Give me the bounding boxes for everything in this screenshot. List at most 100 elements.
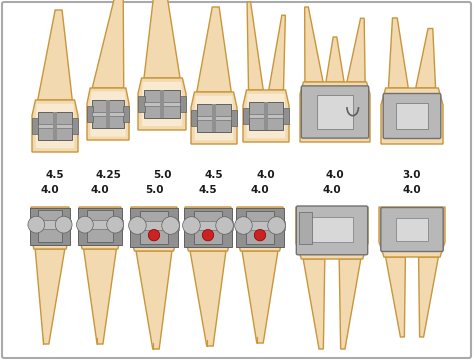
Bar	[78, 208, 122, 245]
Polygon shape	[416, 28, 436, 88]
Bar	[180, 96, 186, 112]
Bar	[38, 112, 72, 140]
FancyBboxPatch shape	[2, 2, 471, 358]
Polygon shape	[197, 7, 231, 92]
Bar	[184, 208, 232, 247]
Bar	[130, 208, 178, 247]
Polygon shape	[246, 94, 285, 138]
Polygon shape	[347, 18, 365, 82]
Polygon shape	[87, 88, 129, 140]
Polygon shape	[92, 0, 124, 88]
Polygon shape	[304, 86, 366, 138]
Bar	[38, 124, 72, 128]
Text: 4.0: 4.0	[41, 185, 59, 195]
Bar	[38, 210, 62, 242]
Polygon shape	[131, 207, 177, 251]
Bar	[231, 110, 237, 126]
Bar	[107, 100, 109, 128]
Bar	[197, 104, 231, 132]
Text: 4.25: 4.25	[95, 170, 121, 180]
Text: 3.0: 3.0	[403, 170, 421, 180]
Bar	[53, 112, 57, 140]
Bar	[185, 221, 233, 230]
Polygon shape	[79, 207, 121, 249]
Bar	[396, 103, 428, 129]
Polygon shape	[82, 210, 118, 246]
Circle shape	[162, 217, 179, 234]
Text: 4.0: 4.0	[91, 185, 109, 195]
Bar	[317, 95, 353, 129]
Bar	[264, 102, 268, 130]
Bar	[396, 218, 428, 240]
Bar	[299, 212, 312, 244]
Text: 4.0: 4.0	[257, 170, 275, 180]
Bar	[92, 100, 124, 128]
Circle shape	[202, 229, 214, 241]
Polygon shape	[34, 210, 66, 246]
Text: 4.0: 4.0	[326, 170, 344, 180]
Polygon shape	[384, 212, 440, 252]
Text: 4.0: 4.0	[323, 185, 341, 195]
Bar	[138, 96, 145, 112]
Polygon shape	[300, 82, 370, 142]
FancyBboxPatch shape	[383, 94, 441, 139]
Bar	[144, 90, 180, 118]
Bar	[160, 90, 164, 118]
Polygon shape	[185, 207, 231, 251]
Polygon shape	[38, 10, 72, 100]
Polygon shape	[326, 37, 344, 82]
FancyBboxPatch shape	[381, 207, 443, 252]
Bar	[283, 108, 289, 124]
Polygon shape	[36, 104, 74, 148]
Bar	[236, 208, 284, 247]
Polygon shape	[242, 251, 278, 343]
Bar	[249, 114, 283, 118]
Polygon shape	[190, 251, 226, 346]
Polygon shape	[381, 88, 443, 144]
Text: 5.0: 5.0	[153, 170, 171, 180]
Bar	[123, 106, 129, 122]
Circle shape	[55, 216, 72, 233]
Polygon shape	[296, 207, 368, 259]
Bar	[246, 211, 274, 243]
Bar	[249, 102, 283, 130]
Bar	[131, 221, 179, 230]
Polygon shape	[191, 92, 237, 144]
Circle shape	[76, 216, 93, 233]
Circle shape	[235, 217, 252, 234]
Bar	[72, 118, 78, 134]
Polygon shape	[83, 249, 117, 344]
Polygon shape	[339, 259, 361, 349]
Bar	[79, 220, 123, 229]
Circle shape	[107, 216, 124, 233]
Text: 4.5: 4.5	[205, 170, 223, 180]
Polygon shape	[144, 0, 180, 78]
FancyBboxPatch shape	[296, 206, 368, 255]
Text: 4.0: 4.0	[251, 185, 269, 195]
Polygon shape	[247, 2, 263, 90]
Bar	[92, 112, 124, 116]
Polygon shape	[189, 211, 228, 247]
Circle shape	[148, 229, 160, 241]
Polygon shape	[388, 18, 408, 88]
Polygon shape	[303, 259, 325, 349]
Polygon shape	[241, 211, 279, 247]
Text: 5.0: 5.0	[145, 185, 163, 195]
Bar	[212, 104, 216, 132]
Circle shape	[254, 229, 266, 241]
Polygon shape	[237, 207, 283, 251]
FancyBboxPatch shape	[301, 86, 369, 138]
Text: 4.5: 4.5	[199, 185, 217, 195]
Polygon shape	[142, 82, 182, 126]
Polygon shape	[379, 207, 445, 257]
Bar	[31, 220, 71, 229]
Polygon shape	[305, 7, 323, 82]
Polygon shape	[386, 93, 438, 139]
Text: 4.5: 4.5	[46, 170, 64, 180]
Bar	[243, 108, 249, 124]
Circle shape	[216, 217, 233, 234]
Bar	[30, 208, 70, 245]
Bar	[311, 217, 353, 242]
Polygon shape	[269, 15, 285, 90]
Polygon shape	[386, 257, 405, 337]
